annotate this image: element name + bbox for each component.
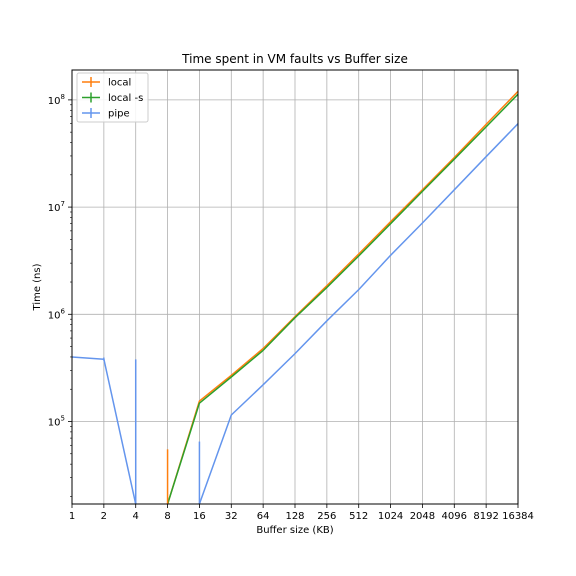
y-axis-label: Time (ns): [32, 263, 43, 311]
legend: local local -s pipe: [76, 72, 149, 123]
x-axis: 1 2 4 8 16 32 64 128 256 512 1024 2048 4096 8192 16384: [69, 504, 534, 522]
y-tick-label: 108: [48, 93, 65, 107]
x-tick-label: 128: [285, 511, 304, 522]
x-tick-label: 64: [257, 511, 270, 522]
x-tick-label: 512: [349, 511, 368, 522]
series-line-locals: [166, 93, 519, 505]
legend-label: local: [108, 78, 131, 89]
chart-title: Time spent in VM faults vs Buffer size: [181, 52, 408, 66]
x-tick-label: 16384: [502, 511, 534, 522]
x-tick-label: 256: [317, 511, 336, 522]
x-tick-label: 8192: [473, 511, 498, 522]
legend-label: local -s: [108, 93, 143, 104]
x-tick-label: 8: [164, 511, 170, 522]
x-tick-label: 4096: [442, 511, 467, 522]
x-axis-label: Buffer size (KB): [256, 525, 333, 536]
x-tick-label: 2: [101, 511, 107, 522]
x-tick-label: 2048: [410, 511, 435, 522]
series-layer: [71, 90, 519, 505]
x-tick-label: 1024: [378, 511, 403, 522]
x-tick-label: 16: [193, 511, 206, 522]
y-tick-label: 107: [48, 200, 65, 214]
x-tick-label: 4: [133, 511, 139, 522]
legend-label: pipe: [108, 109, 130, 120]
series-line-local: [166, 90, 519, 505]
y-tick-label: 105: [48, 415, 65, 429]
y-tick-label: 106: [48, 307, 66, 321]
series-line-pipe: [198, 123, 519, 505]
legend-box: [76, 72, 149, 123]
x-tick-label: 32: [225, 511, 238, 522]
y-axis: 105 106 107 108: [48, 93, 72, 497]
x-tick-label: 1: [69, 511, 75, 522]
